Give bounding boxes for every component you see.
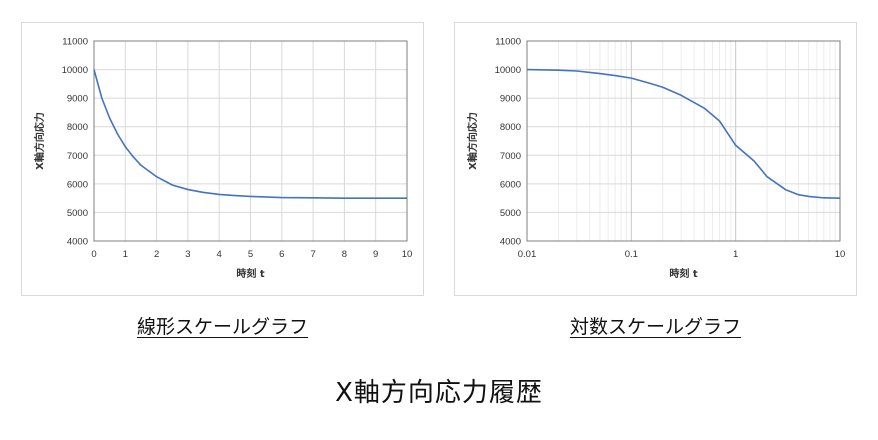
linear-y-tick-label: 8000 [67,122,88,133]
linear-x-tick-label: 0 [91,249,96,260]
log-plot-area [526,40,841,242]
linear-chart-svg: 4000 5000 6000 7000 8000 9000 10000 11000 0 1 2 3 4 5… [33,37,413,281]
log-y-tick-label: 8000 [500,122,521,133]
log-chart: 4000 5000 6000 7000 8000 9000 10000 11000 0.01 0.… [454,22,857,296]
log-series-line [526,68,841,199]
log-x-axis-label: 時刻 t [669,267,697,280]
log-chart-svg: 4000 5000 6000 7000 8000 9000 10000 11000 0.01 0.… [466,37,846,281]
linear-y-tick-label: 6000 [67,179,88,190]
linear-y-axis-label: X軸方向応力 [33,112,46,170]
log-y-tick-label: 7000 [500,151,521,162]
linear-y-tick-label: 7000 [67,151,88,162]
log-y-tick-label: 6000 [500,179,521,190]
linear-x-tick-label: 8 [342,249,347,260]
log-y-tick-label: 9000 [500,94,521,105]
linear-y-tick-label: 10000 [62,65,88,76]
log-x-tick-label: 0.01 [518,249,537,260]
log-y-tick-label: 11000 [495,37,521,48]
linear-x-axis-label: 時刻 t [236,267,264,280]
linear-chart: 4000 5000 6000 7000 8000 9000 10000 11000 0 1 2 3 4 5… [21,22,424,296]
linear-x-tick-label: 1 [123,249,128,260]
linear-x-tick-label: 7 [310,249,315,260]
linear-x-tick-label: 10 [402,249,413,260]
page-title: X軸方向応力履歴 [335,378,543,408]
linear-y-tick-label: 11000 [62,37,88,48]
linear-x-tick-label: 5 [248,249,253,260]
log-y-axis-label: X軸方向応力 [466,112,479,170]
linear-chart-caption: 線形スケールグラフ [136,316,308,338]
log-y-tick-label: 4000 [500,237,521,248]
linear-plot-area [93,40,408,242]
log-y-tick-label: 10000 [495,65,521,76]
linear-y-tick-label: 4000 [67,237,88,248]
linear-x-tick-label: 9 [373,249,378,260]
linear-x-tick-label: 6 [279,249,284,260]
linear-y-tick-label: 5000 [67,208,88,219]
log-x-tick-label: 0.1 [625,249,638,260]
linear-x-tick-label: 2 [154,249,159,260]
log-y-tick-label: 5000 [500,208,521,219]
linear-series-line [93,69,407,199]
linear-y-tick-label: 9000 [67,94,88,105]
log-x-tick-label: 10 [835,249,846,260]
log-chart-caption: 対数スケールグラフ [569,316,741,338]
log-x-tick-label: 1 [733,249,738,260]
linear-x-tick-label: 4 [217,249,222,260]
linear-x-tick-label: 3 [185,249,190,260]
